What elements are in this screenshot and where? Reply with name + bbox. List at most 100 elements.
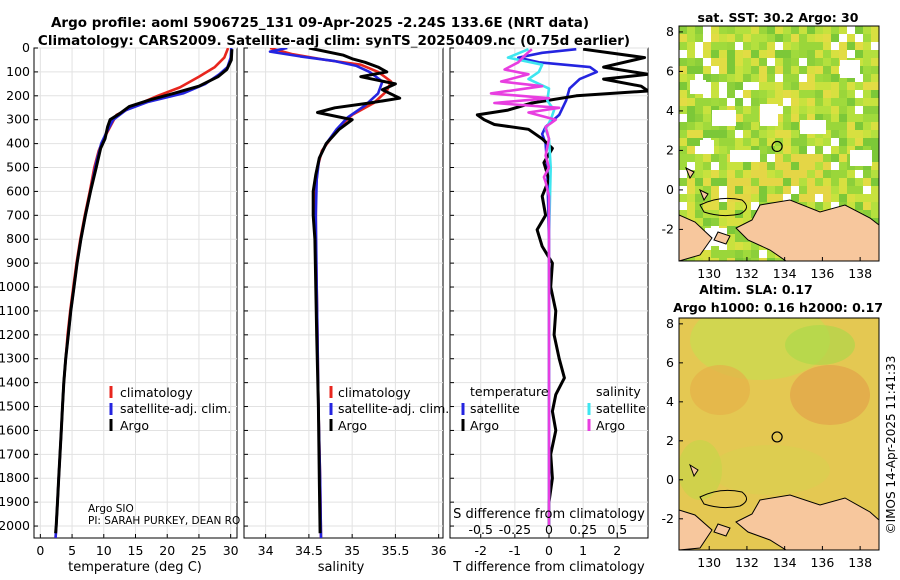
sst-cell bbox=[871, 74, 879, 82]
x-tick-label: 34.5 bbox=[295, 543, 323, 558]
altimetry-map-field bbox=[679, 318, 879, 550]
sst-cell bbox=[783, 114, 791, 122]
sst-cell bbox=[863, 74, 871, 82]
sst-cell bbox=[711, 186, 719, 194]
sst-cell bbox=[783, 34, 791, 42]
sst-cell bbox=[751, 42, 759, 50]
depth-tick-label: 1500 bbox=[0, 399, 30, 414]
legend-label-t-argo: Argo bbox=[470, 418, 499, 433]
map-x-tick-label: 132 bbox=[735, 266, 759, 281]
sst-cell bbox=[807, 50, 815, 58]
sst-cell bbox=[679, 82, 687, 90]
sst-cell bbox=[679, 194, 687, 202]
sst-cell bbox=[847, 50, 855, 58]
sst-cell bbox=[759, 34, 767, 42]
x-tick-label: 20 bbox=[159, 543, 175, 558]
sst-cell bbox=[799, 178, 807, 186]
sst-cell bbox=[791, 42, 799, 50]
sst-cell bbox=[815, 74, 823, 82]
temperature-panel: 0100200300400500600700800900100011001200… bbox=[0, 40, 240, 575]
sst-cell bbox=[703, 66, 711, 74]
sst-cell bbox=[759, 170, 767, 178]
sst-cell bbox=[751, 114, 759, 122]
sst-cell bbox=[743, 122, 751, 130]
sst-cell bbox=[799, 170, 807, 178]
sst-cell bbox=[687, 66, 695, 74]
sst-cell bbox=[711, 138, 719, 146]
sst-cell bbox=[839, 162, 847, 170]
sst-cell bbox=[783, 66, 791, 74]
sst-cell bbox=[687, 34, 695, 42]
sst-cell bbox=[687, 154, 695, 162]
sst-cell bbox=[775, 146, 783, 154]
sst-cell bbox=[687, 210, 695, 218]
sst-cell bbox=[695, 146, 703, 154]
sst-cell bbox=[807, 74, 815, 82]
sst-cell bbox=[743, 106, 751, 114]
sst-cell bbox=[711, 130, 719, 138]
sst-cell bbox=[743, 42, 751, 50]
sst-cell bbox=[863, 194, 871, 202]
sst-cell bbox=[719, 26, 727, 34]
sst-cell bbox=[791, 82, 799, 90]
sst-cell bbox=[831, 162, 839, 170]
sst-cell bbox=[791, 194, 799, 202]
sst-cell bbox=[807, 154, 815, 162]
sst-cell bbox=[719, 218, 727, 226]
sst-cell bbox=[711, 194, 719, 202]
sst-cell bbox=[703, 50, 711, 58]
map-x-tick-label: 132 bbox=[735, 555, 759, 570]
sst-cell bbox=[711, 162, 719, 170]
depth-tick-label: 100 bbox=[6, 64, 30, 79]
sst-cell bbox=[679, 74, 687, 82]
sst-cell bbox=[695, 34, 703, 42]
sst-cell bbox=[799, 66, 807, 74]
sst-cell bbox=[815, 26, 823, 34]
sst-cell bbox=[711, 202, 719, 210]
sst-cell bbox=[791, 146, 799, 154]
sst-cell bbox=[839, 82, 847, 90]
sst-cell bbox=[855, 98, 863, 106]
sst-cell bbox=[823, 50, 831, 58]
sst-cell bbox=[807, 66, 815, 74]
sst-cell bbox=[703, 170, 711, 178]
sst-cell bbox=[751, 58, 759, 66]
sst-cell bbox=[831, 90, 839, 98]
sst-cell bbox=[871, 66, 879, 74]
sst-cell bbox=[831, 194, 839, 202]
s-tick-label: 0 bbox=[545, 522, 553, 537]
sst-cell bbox=[751, 74, 759, 82]
sst-cell bbox=[807, 90, 815, 98]
sst-cell bbox=[703, 218, 711, 226]
sst-cell bbox=[687, 74, 695, 82]
sst-cell bbox=[823, 178, 831, 186]
sst-cell bbox=[703, 250, 711, 258]
s-tick-label: -0.5 bbox=[469, 522, 493, 537]
sst-cell bbox=[767, 98, 775, 106]
depth-tick-label: 800 bbox=[6, 231, 30, 246]
sst-cell bbox=[823, 58, 831, 66]
sst-cell bbox=[759, 162, 767, 170]
sst-cell bbox=[679, 154, 687, 162]
sst-cell bbox=[751, 106, 759, 114]
sst-cell bbox=[727, 210, 735, 218]
legend-label-s-argo: Argo bbox=[596, 418, 625, 433]
sst-cell bbox=[727, 50, 735, 58]
sst-cell bbox=[759, 74, 767, 82]
sst-cell bbox=[727, 162, 735, 170]
sst-cell bbox=[815, 42, 823, 50]
sst-cell bbox=[815, 162, 823, 170]
series-s-argo bbox=[489, 48, 561, 526]
sst-cell bbox=[807, 106, 815, 114]
sst-cell bbox=[791, 58, 799, 66]
sst-cell bbox=[799, 58, 807, 66]
sst-cell bbox=[863, 210, 871, 218]
sst-cell bbox=[743, 34, 751, 42]
sst-cell bbox=[695, 26, 703, 34]
sst-cell bbox=[719, 258, 727, 261]
sst-cell bbox=[847, 178, 855, 186]
sst-cell bbox=[831, 66, 839, 74]
sst-cell bbox=[855, 170, 863, 178]
depth-tick-label: 300 bbox=[6, 112, 30, 127]
sst-cell bbox=[759, 90, 767, 98]
